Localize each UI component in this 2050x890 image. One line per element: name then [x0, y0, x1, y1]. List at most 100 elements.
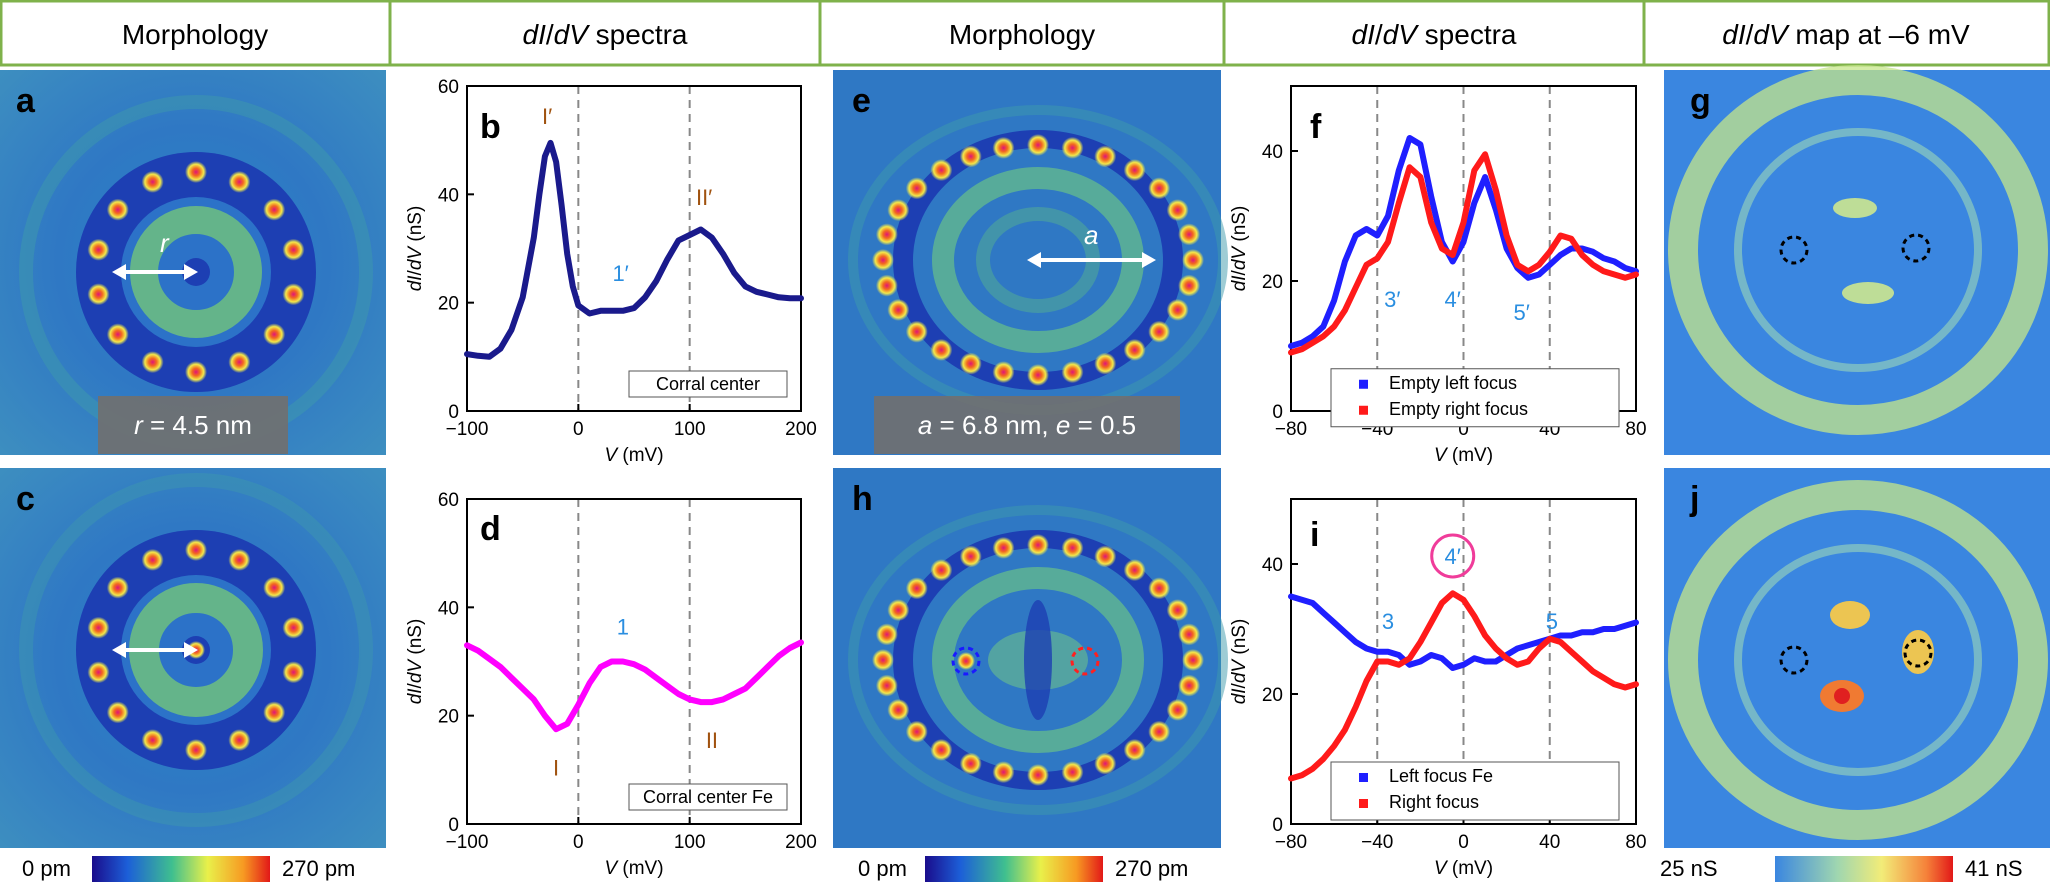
- adatom: [228, 351, 251, 374]
- adatom: [875, 223, 898, 246]
- series-line-right-focus: [1288, 590, 1639, 782]
- y-tick-label: 40: [438, 185, 459, 206]
- y-tick-label: 40: [1262, 555, 1283, 576]
- adatom: [1094, 145, 1117, 168]
- adatom: [263, 701, 286, 724]
- peak-annotation: 5: [1546, 609, 1558, 634]
- axis-label: a: [1084, 220, 1098, 250]
- x-tick-label: 200: [785, 832, 817, 853]
- legend-label: Empty right focus: [1389, 399, 1528, 419]
- x-axis-label: V (mV): [604, 858, 663, 879]
- adatom: [263, 576, 286, 599]
- adatom: [1178, 623, 1201, 646]
- focus-marker-left-j: [1779, 645, 1809, 675]
- adatom: [1061, 761, 1084, 784]
- peak-annotation: 1: [617, 614, 629, 639]
- panel-letter-b: b: [480, 108, 501, 146]
- adatom: [263, 323, 286, 346]
- series-line-left-focus-fe: [1288, 593, 1639, 671]
- peak-annotation: II: [706, 728, 718, 753]
- x-tick-label: 200: [785, 419, 817, 440]
- x-tick-label: −40: [1361, 832, 1393, 853]
- adatom: [185, 161, 207, 183]
- y-axis-label: dI/dV (nS): [1229, 206, 1250, 292]
- panel-letter-c: c: [16, 480, 35, 518]
- adatom: [887, 199, 910, 222]
- y-tick-label: 20: [1262, 272, 1283, 293]
- left-focus-marker: [951, 646, 981, 676]
- colorbar-min: 0 pm: [858, 856, 907, 881]
- adatom: [992, 136, 1015, 159]
- y-tick-label: 20: [1262, 685, 1283, 706]
- adatom: [872, 649, 894, 671]
- legend-label: Empty left focus: [1389, 373, 1517, 393]
- peak-annotation: 3: [1382, 609, 1394, 634]
- adatom: [875, 674, 898, 697]
- series-line-empty-right-focus: [1288, 151, 1639, 356]
- adatom: [905, 720, 928, 743]
- y-tick-label: 20: [438, 707, 459, 728]
- colorbar-max: 270 pm: [282, 856, 355, 881]
- adatom: [1148, 177, 1171, 200]
- adatom: [185, 539, 207, 561]
- adatom: [875, 623, 898, 646]
- adatom: [1182, 249, 1204, 271]
- panel-letter-h: h: [852, 480, 873, 518]
- adatom: [1182, 649, 1204, 671]
- adatom: [1148, 320, 1171, 343]
- x-tick-label: −100: [446, 419, 489, 440]
- adatom: [1027, 134, 1049, 156]
- peak-annotation: 3′: [1384, 287, 1400, 312]
- colorbar-max: 41 nS: [1965, 856, 2023, 881]
- adatom: [1166, 698, 1189, 721]
- size-label: r = 4.5 nm: [134, 410, 252, 440]
- adatom: [905, 320, 928, 343]
- peak-annotation: 4′: [1445, 544, 1461, 569]
- panel-letter-i: i: [1310, 516, 1319, 554]
- x-tick-label: 100: [674, 419, 706, 440]
- peak-annotation: 4′: [1445, 287, 1461, 312]
- y-tick-label: 0: [1272, 402, 1283, 423]
- adatom: [992, 761, 1015, 784]
- adatom: [1178, 674, 1201, 697]
- adatom: [930, 559, 953, 582]
- legend-box: [628, 783, 788, 811]
- focus-marker-left: [1779, 235, 1809, 265]
- legend-swatch: [1359, 799, 1368, 808]
- legend-box: [628, 370, 788, 398]
- x-tick-label: 0: [573, 419, 584, 440]
- adatom: [106, 701, 129, 724]
- adatom: [141, 548, 164, 571]
- panel-letter-f: f: [1310, 108, 1322, 146]
- adatom: [1061, 361, 1084, 384]
- adatom: [106, 576, 129, 599]
- header-row: Morphology dI/dV spectra Morphology dI/d…: [0, 0, 2050, 67]
- highlight-circle: [1430, 533, 1476, 579]
- legend-label: Corral center: [656, 374, 760, 394]
- adatom: [959, 545, 982, 568]
- adatom: [1148, 720, 1171, 743]
- legend-box: [1330, 368, 1620, 428]
- adatom-ring-c: [87, 539, 305, 761]
- adatom: [87, 238, 110, 261]
- colorbar-min: 25 nS: [1660, 856, 1718, 881]
- focus-marker-right-j: [1903, 638, 1933, 668]
- adatom: [1166, 599, 1189, 622]
- adatom: [887, 298, 910, 321]
- panel-e-image: a a = 6.8 nm, e = 0.5 e: [833, 70, 1228, 455]
- adatom: [905, 577, 928, 600]
- peak-annotation: I: [553, 755, 559, 780]
- header-spectra-1: dI/dV spectra: [523, 19, 688, 50]
- adatom: [1061, 536, 1084, 559]
- adatom: [141, 351, 164, 374]
- adatom: [282, 661, 305, 684]
- adatom: [282, 283, 305, 306]
- y-tick-label: 60: [438, 77, 459, 98]
- adatom: [228, 729, 251, 752]
- legend-swatch: [1359, 773, 1368, 782]
- x-tick-label: 0: [573, 832, 584, 853]
- adatom: [1123, 738, 1146, 761]
